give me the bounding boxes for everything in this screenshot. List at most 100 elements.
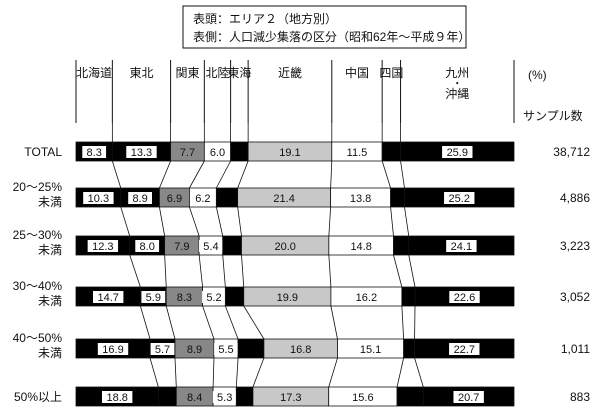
data-label: 16.8	[290, 344, 311, 356]
bar-rows: 8.3 13.3 7.7 6.0 19.1 11.5 25.9 10.3 8.9 6.9 6.2 21…	[75, 141, 515, 407]
data-label: 8.9	[187, 344, 202, 356]
title-box: 表頭：エリア２（地方別） 表側：人口減少集落の区分（昭和62年～平成９年）	[182, 5, 470, 49]
data-label-box	[169, 240, 194, 252]
data-label-box	[453, 391, 484, 403]
connector-line	[164, 254, 167, 288]
data-label: 12.3	[92, 241, 113, 253]
connector-line	[198, 254, 203, 288]
data-label-box	[442, 146, 473, 158]
connector-line	[396, 357, 405, 388]
connector-line	[129, 254, 141, 288]
data-label: 5.7	[155, 344, 170, 356]
region-header-label: 中国	[345, 65, 369, 80]
data-label-box	[345, 192, 376, 204]
connector-line	[120, 206, 131, 237]
row-label: TOTAL	[24, 145, 62, 159]
data-label-box	[175, 146, 200, 158]
region-header-label: 北海道	[76, 65, 112, 80]
data-label-box	[202, 291, 226, 303]
data-label: 5.2	[206, 292, 221, 304]
data-label: 5.4	[203, 241, 218, 253]
data-label-box	[444, 192, 475, 204]
data-label-box	[182, 391, 207, 403]
data-label: 5.5	[218, 344, 233, 356]
data-label-box	[87, 240, 119, 252]
data-label: 5.9	[146, 292, 161, 304]
connector-line	[149, 357, 159, 388]
data-label: 15.6	[352, 392, 373, 404]
data-label-box	[83, 192, 114, 204]
data-label: 22.7	[454, 344, 475, 356]
data-label: 8.4	[187, 392, 202, 404]
data-label: 8.3	[87, 147, 102, 159]
data-label-box	[141, 291, 166, 303]
region-header-label: 近畿	[278, 66, 302, 80]
region-header-label: 沖縄	[445, 86, 469, 101]
connector-line	[215, 206, 224, 237]
data-label-box	[272, 291, 303, 303]
connector-line	[328, 254, 332, 288]
data-label: 8.9	[132, 193, 147, 205]
connector-line	[400, 160, 405, 189]
data-label: 8.3	[177, 292, 192, 304]
data-label-box	[182, 343, 207, 355]
connector-line	[212, 357, 215, 388]
data-label: 24.1	[451, 241, 472, 253]
data-label: 10.3	[88, 193, 109, 205]
data-label-box	[214, 343, 238, 355]
bar-segment	[157, 386, 177, 407]
bar-segment	[393, 235, 410, 256]
connector-line	[330, 305, 338, 340]
data-label-box	[128, 192, 152, 204]
data-label-box	[449, 291, 480, 303]
data-label-box	[345, 240, 377, 252]
connector-line	[159, 160, 171, 189]
connector-line	[189, 160, 205, 189]
region-header-label: 関東	[175, 66, 199, 80]
connector-line	[140, 305, 151, 340]
data-label: 17.3	[280, 392, 301, 404]
sample-count: 3,223	[560, 239, 590, 253]
data-label: 22.6	[454, 292, 475, 304]
data-label: 16.2	[356, 292, 377, 304]
data-label: 14.7	[97, 292, 118, 304]
row-label: 30～40%	[13, 279, 63, 293]
bar-segment	[230, 141, 249, 162]
region-header-label: 北陸	[205, 66, 229, 80]
bar-segment	[224, 286, 245, 307]
row-label: 未満	[38, 346, 62, 360]
data-label-box	[275, 391, 307, 403]
bar-segment	[381, 141, 401, 162]
data-label: 16.9	[102, 344, 123, 356]
connector-line	[328, 357, 338, 388]
data-label-box	[101, 391, 133, 403]
bar-segment	[235, 386, 254, 407]
connector-line	[414, 357, 424, 388]
data-label: 20.0	[274, 241, 295, 253]
data-label-box	[150, 343, 175, 355]
region-header-label: ・	[452, 79, 462, 90]
sample-count: 883	[570, 390, 590, 404]
data-label: 18.8	[106, 392, 127, 404]
data-label-box	[351, 291, 382, 303]
data-label-box	[212, 391, 237, 403]
row-label: 25～30%	[13, 228, 63, 242]
sample-count: 4,886	[560, 191, 590, 205]
connector-line	[235, 357, 239, 388]
connector-line	[328, 206, 332, 237]
sample-count: 38,712	[553, 145, 590, 159]
connector-line	[159, 206, 166, 237]
connector-line	[224, 305, 239, 340]
sample-count-header: サンプル数	[523, 108, 583, 123]
connector-line	[252, 357, 265, 388]
data-label-box	[274, 146, 306, 158]
connector-line	[189, 206, 200, 237]
bar-segment	[390, 187, 405, 208]
data-label-box	[285, 343, 316, 355]
data-label: 25.9	[447, 147, 468, 159]
data-label-box	[172, 291, 197, 303]
